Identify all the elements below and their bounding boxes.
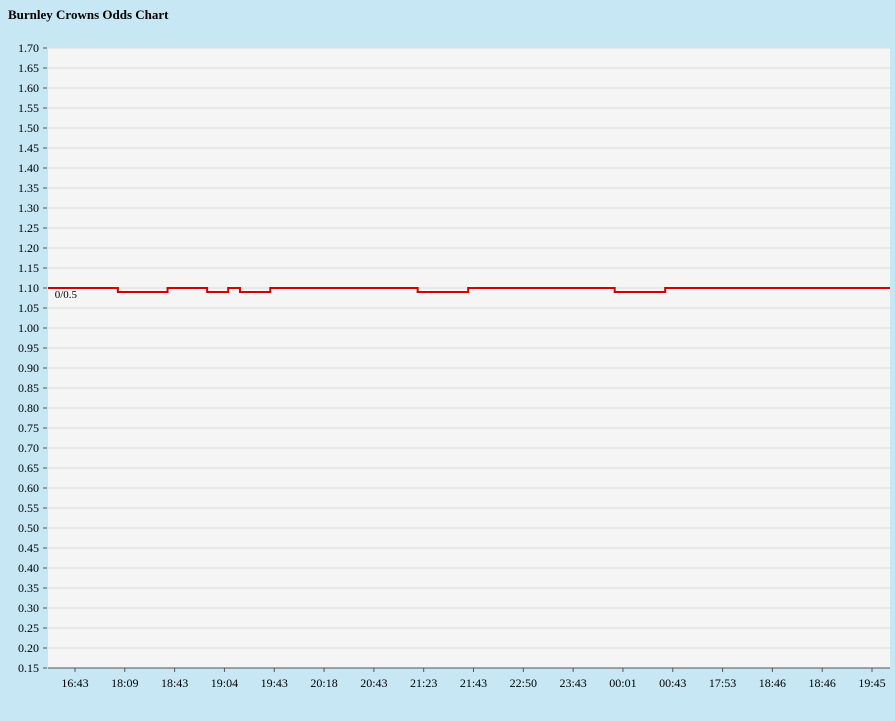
y-tick-label: 0.40 bbox=[18, 561, 39, 575]
y-tick-label: 1.50 bbox=[18, 121, 39, 135]
y-tick-label: 0.55 bbox=[18, 501, 39, 515]
odds-line bbox=[48, 287, 890, 293]
y-tick-label: 1.55 bbox=[18, 101, 39, 115]
x-tick-label: 18:46 bbox=[759, 676, 786, 690]
y-tick-label: 1.60 bbox=[18, 81, 39, 95]
x-tick-label: 18:09 bbox=[111, 676, 138, 690]
y-tick-label: 0.30 bbox=[18, 601, 39, 615]
y-tick-label: 0.20 bbox=[18, 641, 39, 655]
y-tick-label: 0.25 bbox=[18, 621, 39, 635]
x-tick-label: 00:01 bbox=[609, 676, 636, 690]
y-tick-label: 1.45 bbox=[18, 141, 39, 155]
y-tick-label: 0.95 bbox=[18, 341, 39, 355]
y-tick-label: 1.25 bbox=[18, 221, 39, 235]
x-tick-label: 23:43 bbox=[559, 676, 586, 690]
y-tick-label: 0.85 bbox=[18, 381, 39, 395]
x-tick-label: 19:43 bbox=[261, 676, 288, 690]
handicap-annotation: 0/0.5 bbox=[55, 289, 78, 301]
y-axis-labels: 0.15 0.20 0.25 0.30 0.35 0.40 0.45 0.50 0.55 0.60… bbox=[18, 41, 39, 675]
x-tick-label: 20:18 bbox=[310, 676, 337, 690]
y-tick-label: 1.35 bbox=[18, 181, 39, 195]
y-tick-label: 0.70 bbox=[18, 441, 39, 455]
y-tick-label: 0.35 bbox=[18, 581, 39, 595]
y-tick-label: 1.10 bbox=[18, 281, 39, 295]
y-tick-label: 1.30 bbox=[18, 201, 39, 215]
y-tick-label: 0.50 bbox=[18, 521, 39, 535]
plot-area bbox=[48, 48, 890, 668]
x-tick-label: 20:43 bbox=[360, 676, 387, 690]
x-tick-label: 18:46 bbox=[809, 676, 836, 690]
x-tick-label: 00:43 bbox=[659, 676, 686, 690]
y-tick-label: 0.15 bbox=[18, 661, 39, 675]
x-tick-label: 18:43 bbox=[161, 676, 188, 690]
chart-title: Burnley Crowns Odds Chart bbox=[8, 7, 169, 22]
y-tick-label: 1.40 bbox=[18, 161, 39, 175]
y-tick-label: 0.80 bbox=[18, 401, 39, 415]
x-tick-label: 16:43 bbox=[61, 676, 88, 690]
y-tick-label: 1.65 bbox=[18, 61, 39, 75]
x-tick-label: 19:04 bbox=[211, 676, 238, 690]
x-tick-label: 21:23 bbox=[410, 676, 437, 690]
y-tick-label: 1.00 bbox=[18, 321, 39, 335]
x-axis-labels: 16:43 18:09 18:43 19:04 19:43 20:18 20:43 21:23… bbox=[61, 668, 886, 690]
gridlines bbox=[43, 47, 890, 669]
x-tick-label: 21:43 bbox=[460, 676, 487, 690]
y-tick-label: 0.65 bbox=[18, 461, 39, 475]
x-tick-label: 17:53 bbox=[709, 676, 736, 690]
y-tick-label: 1.15 bbox=[18, 261, 39, 275]
y-tick-label: 1.20 bbox=[18, 241, 39, 255]
y-tick-label: 0.45 bbox=[18, 541, 39, 555]
y-tick-label: 1.70 bbox=[18, 41, 39, 55]
y-tick-label: 0.90 bbox=[18, 361, 39, 375]
y-tick-label: 0.60 bbox=[18, 481, 39, 495]
y-tick-label: 1.05 bbox=[18, 301, 39, 315]
y-tick-label: 0.75 bbox=[18, 421, 39, 435]
x-tick-label: 19:45 bbox=[858, 676, 885, 690]
x-tick-label: 22:50 bbox=[510, 676, 537, 690]
